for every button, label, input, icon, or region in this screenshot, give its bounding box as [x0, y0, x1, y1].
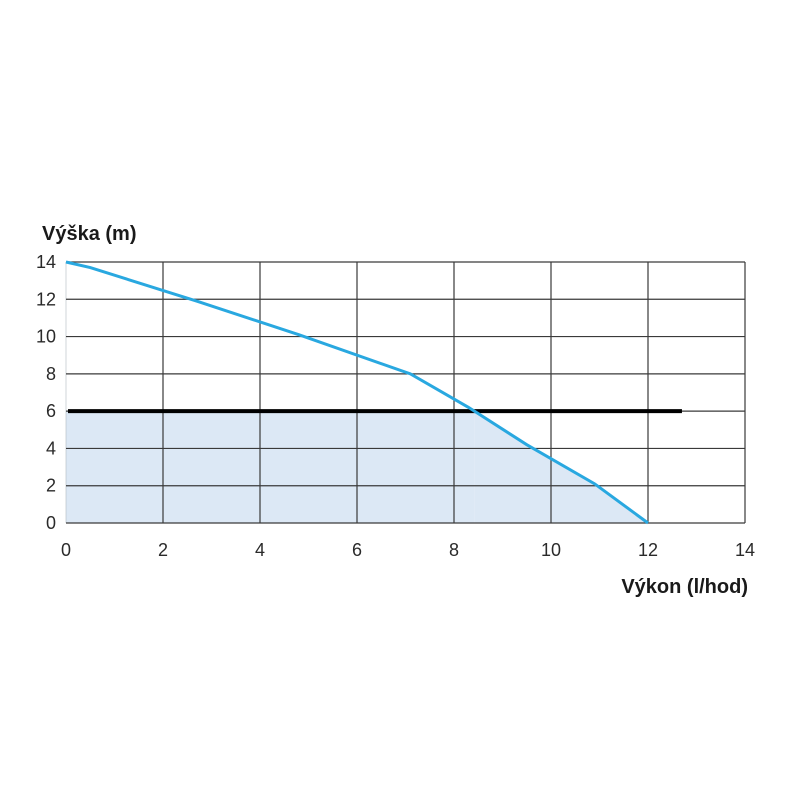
x-tick-label: 14 [735, 540, 755, 560]
x-tick-label: 12 [638, 540, 658, 560]
y-tick-label: 12 [36, 289, 56, 309]
x-tick-label: 2 [158, 540, 168, 560]
y-axis-label: Výška (m) [42, 223, 137, 245]
x-tick-label: 4 [255, 540, 265, 560]
x-tick-label: 10 [541, 540, 561, 560]
x-tick-label: 6 [352, 540, 362, 560]
y-tick-label: 4 [46, 438, 56, 458]
y-tick-label: 10 [36, 327, 56, 347]
series-line [65, 260, 649, 525]
x-tick-label: 8 [449, 540, 459, 560]
y-tick-label: 8 [46, 364, 56, 384]
x-tick-label: 0 [61, 540, 71, 560]
y-tick-label: 14 [36, 252, 56, 272]
y-tick-label: 2 [46, 476, 56, 496]
y-tick-label: 0 [46, 513, 56, 533]
shaded-region [66, 411, 475, 523]
y-tick-labels: 0 2 4 6 8 10 12 14 [36, 252, 56, 533]
x-tick-labels: 0 2 4 6 8 10 12 14 [61, 540, 755, 560]
x-axis-label: Výkon (l/hod) [621, 576, 748, 598]
y-tick-label: 6 [46, 401, 56, 421]
